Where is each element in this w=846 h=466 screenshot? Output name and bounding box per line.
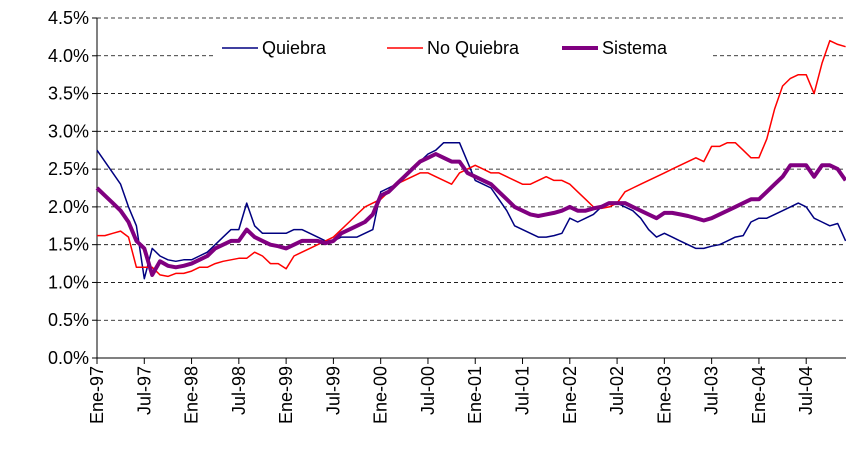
x-tick-label: Ene-02 xyxy=(560,366,580,424)
x-tick-label: Ene-03 xyxy=(654,366,674,424)
y-tick-label: 2.5% xyxy=(48,159,89,179)
x-tick-label: Jul-01 xyxy=(513,366,533,415)
legend-box xyxy=(215,34,711,62)
y-tick-label: 4.5% xyxy=(48,8,89,28)
legend-label: Sistema xyxy=(602,38,668,58)
x-tick-label: Ene-04 xyxy=(749,366,769,424)
series-line xyxy=(97,39,846,278)
legend-label: Quiebra xyxy=(262,38,327,58)
series-line xyxy=(95,152,846,277)
x-tick-label: Jul-00 xyxy=(418,366,438,415)
x-tick-label: Jul-04 xyxy=(796,366,816,415)
y-tick-label: 3.5% xyxy=(48,84,89,104)
x-tick-label: Ene-00 xyxy=(371,366,391,424)
y-tick-label: 3.0% xyxy=(48,121,89,141)
x-tick-label: Jul-99 xyxy=(323,366,343,415)
y-tick-label: 0.0% xyxy=(48,348,89,368)
x-tick-label: Jul-03 xyxy=(702,366,722,415)
y-tick-label: 4.0% xyxy=(48,46,89,66)
x-tick-label: Jul-98 xyxy=(229,366,249,415)
y-tick-label: 0.5% xyxy=(48,310,89,330)
y-tick-label: 1.5% xyxy=(48,235,89,255)
y-tick-label: 2.0% xyxy=(48,197,89,217)
series-line xyxy=(96,141,846,280)
x-tick-label: Jul-97 xyxy=(134,366,154,415)
y-tick-label: 1.0% xyxy=(48,272,89,292)
x-tick-label: Ene-01 xyxy=(465,366,485,424)
x-tick-label: Ene-97 xyxy=(87,366,107,424)
x-tick-label: Jul-02 xyxy=(607,366,627,415)
x-tick-label: Ene-99 xyxy=(276,366,296,424)
x-tick-label: Ene-98 xyxy=(182,366,202,424)
legend-label: No Quiebra xyxy=(427,38,520,58)
